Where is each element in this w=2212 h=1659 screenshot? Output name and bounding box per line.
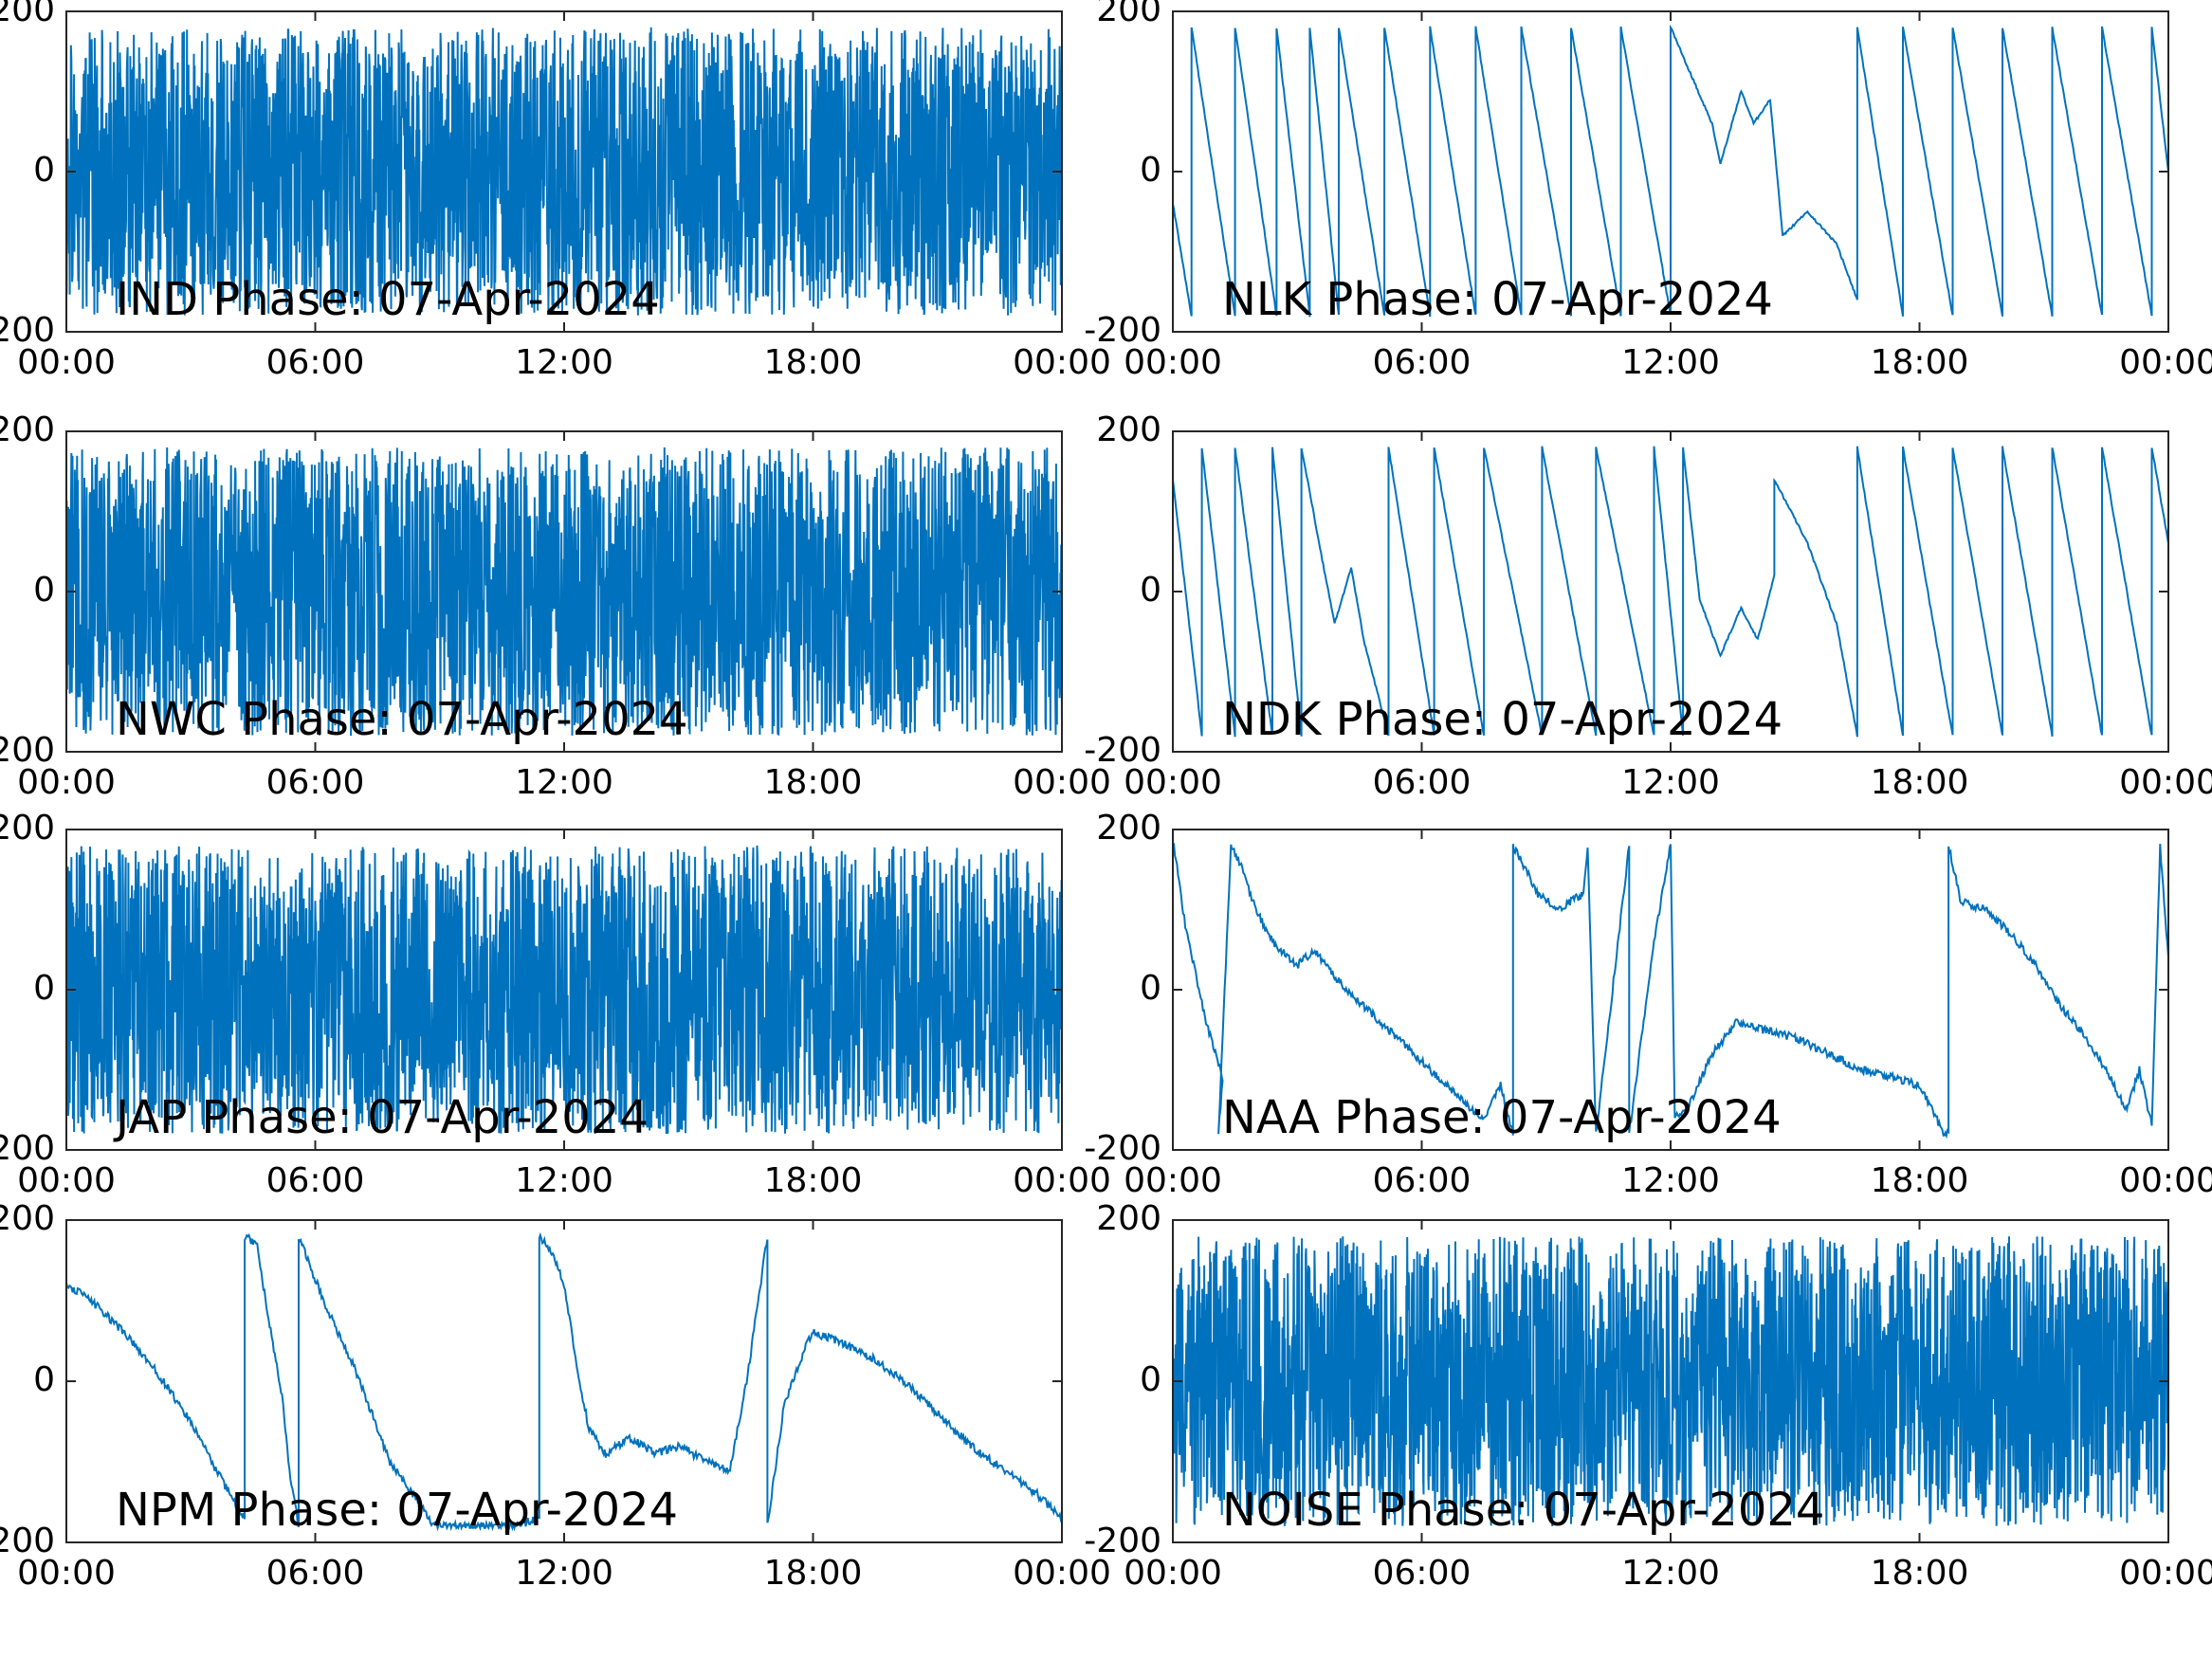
x-tick-label: 12:00	[515, 343, 613, 382]
x-tick-label: 06:00	[1373, 1161, 1472, 1200]
series-line	[1173, 24, 2168, 318]
chart-title: NWC Phase: 07-Apr-2024	[116, 693, 688, 746]
series-line	[1173, 446, 2168, 738]
y-tick-label: 0	[1140, 1360, 1161, 1399]
x-tick-label: 18:00	[1871, 1161, 1969, 1200]
x-tick-label: 06:00	[266, 343, 365, 382]
x-tick-label: 18:00	[764, 343, 863, 382]
y-tick-label: 200	[1096, 1199, 1161, 1238]
x-tick-label: 06:00	[1373, 1554, 1472, 1593]
y-tick-label: 0	[33, 969, 55, 1008]
x-tick-label: 00:00	[1124, 343, 1222, 382]
x-tick-label: 12:00	[515, 1554, 613, 1593]
x-tick-label: 00:00	[1124, 1161, 1222, 1200]
chart-panel: -200 0 200 00:00 06:00 12:00 18:00 00:00 JAP Pha…	[0, 809, 1111, 1200]
y-tick-label: 0	[33, 571, 55, 610]
x-tick-label: 00:00	[17, 1161, 116, 1200]
chart-title: NAA Phase: 07-Apr-2024	[1222, 1091, 1782, 1144]
y-tick-label: -200	[1084, 1129, 1161, 1168]
x-tick-label: 12:00	[1621, 1161, 1720, 1200]
y-tick-label: 200	[1096, 0, 1161, 29]
y-tick-label: -200	[0, 1522, 55, 1560]
x-tick-label: 06:00	[266, 1554, 365, 1593]
y-tick-label: 200	[0, 410, 55, 449]
y-tick-label: 200	[1096, 410, 1161, 449]
chart-title: NLK Phase: 07-Apr-2024	[1222, 273, 1773, 326]
y-tick-label: -200	[1084, 1522, 1161, 1560]
x-tick-label: 00:00	[17, 343, 116, 382]
x-tick-label: 12:00	[1621, 1554, 1720, 1593]
y-tick-label: 200	[1096, 809, 1161, 848]
y-tick-label: 0	[1140, 969, 1161, 1008]
x-tick-label: 18:00	[764, 763, 863, 802]
x-tick-label: 18:00	[1871, 763, 1969, 802]
x-tick-label: 12:00	[1621, 763, 1720, 802]
y-tick-label: 0	[1140, 151, 1161, 190]
x-tick-label: 12:00	[515, 1161, 613, 1200]
series-line	[66, 1231, 1062, 1532]
x-tick-label: 12:00	[1621, 343, 1720, 382]
y-tick-label: 0	[33, 151, 55, 190]
y-tick-label: -200	[0, 1129, 55, 1168]
x-tick-label: 06:00	[266, 763, 365, 802]
x-tick-label: 00:00	[1013, 1554, 1111, 1593]
chart-title: NOISE Phase: 07-Apr-2024	[1222, 1484, 1824, 1537]
x-tick-label: 00:00	[2119, 763, 2212, 802]
x-tick-label: 00:00	[2119, 343, 2212, 382]
series-line	[66, 447, 1062, 737]
x-tick-label: 00:00	[17, 1554, 116, 1593]
x-tick-label: 00:00	[1013, 1161, 1111, 1200]
chart-title: IND Phase: 07-Apr-2024	[116, 273, 660, 326]
y-tick-label: 200	[0, 1199, 55, 1238]
y-tick-label: -200	[1084, 731, 1161, 770]
y-tick-label: 200	[0, 809, 55, 848]
x-tick-label: 00:00	[1124, 1554, 1222, 1593]
x-tick-label: 00:00	[1013, 343, 1111, 382]
chart-title: NDK Phase: 07-Apr-2024	[1222, 693, 1782, 746]
x-tick-label: 00:00	[2119, 1161, 2212, 1200]
x-tick-label: 06:00	[1373, 763, 1472, 802]
y-tick-label: 0	[33, 1360, 55, 1399]
series-line	[66, 27, 1062, 316]
series-line	[1173, 843, 2168, 1139]
x-tick-label: 06:00	[1373, 343, 1472, 382]
x-tick-label: 18:00	[1871, 343, 1969, 382]
x-tick-label: 06:00	[266, 1161, 365, 1200]
chart-title: NPM Phase: 07-Apr-2024	[116, 1484, 678, 1537]
x-tick-label: 00:00	[2119, 1554, 2212, 1593]
x-tick-label: 00:00	[17, 763, 116, 802]
y-tick-label: 200	[0, 0, 55, 29]
series-line	[1173, 1236, 2168, 1527]
x-tick-label: 00:00	[1013, 763, 1111, 802]
y-tick-label: -200	[0, 731, 55, 770]
y-tick-label: -200	[0, 311, 55, 350]
series-line	[66, 845, 1062, 1135]
x-tick-label: 18:00	[764, 1161, 863, 1200]
x-tick-label: 12:00	[515, 763, 613, 802]
y-tick-label: 0	[1140, 571, 1161, 610]
y-tick-label: -200	[1084, 311, 1161, 350]
x-tick-label: 18:00	[764, 1554, 863, 1593]
x-tick-label: 18:00	[1871, 1554, 1969, 1593]
chart-title: JAP Phase: 07-Apr-2024	[113, 1091, 649, 1144]
x-tick-label: 00:00	[1124, 763, 1222, 802]
